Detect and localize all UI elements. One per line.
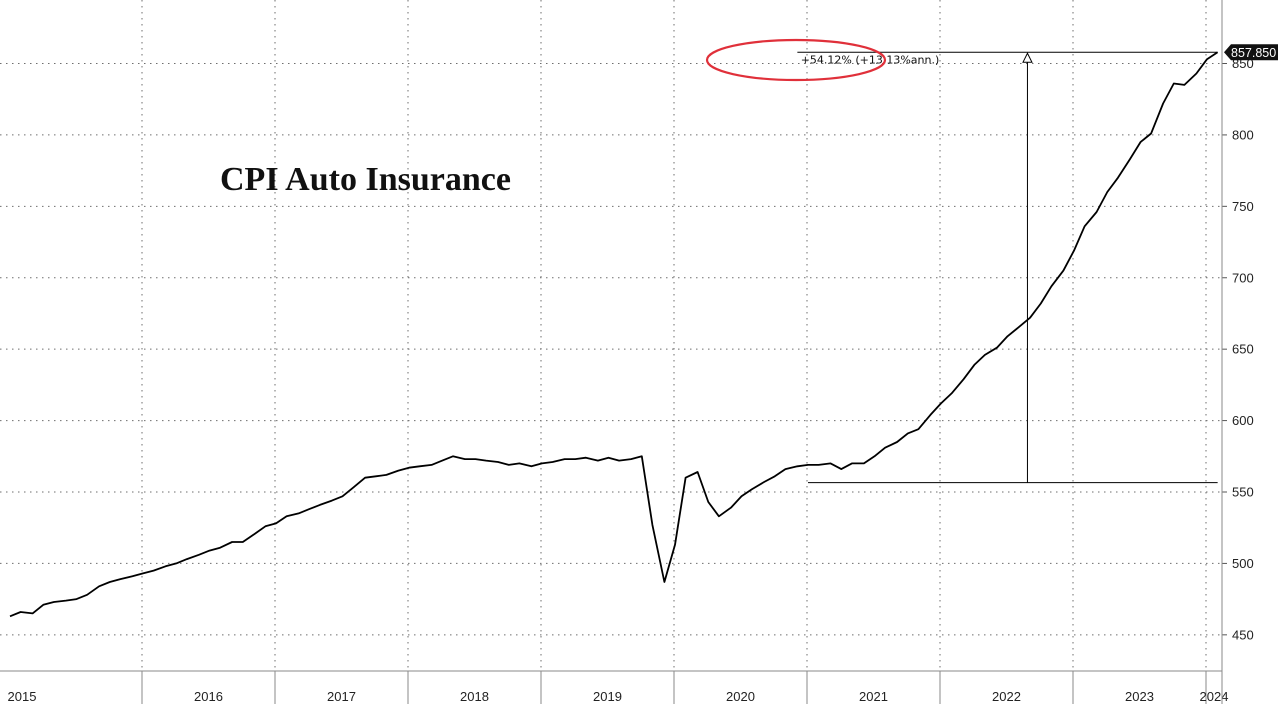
series-line [9, 51, 1219, 618]
xtick-label: 2018 [460, 689, 489, 704]
annotation-layer: +54.12% (+13.13%ann.) [705, 38, 1218, 484]
ytick-label: 800 [1232, 127, 1254, 142]
xtick-label: 2024 [1200, 689, 1229, 704]
xtick-label: 2017 [327, 689, 356, 704]
annotation-highlight-ellipse [705, 38, 887, 82]
ytick-label: 450 [1232, 627, 1254, 642]
xtick-label: 2021 [859, 689, 888, 704]
grid-layer [0, 0, 1222, 671]
ytick-label: 550 [1232, 485, 1254, 500]
last-value-label: 857.850 [1231, 46, 1276, 60]
xtick-label: 2015 [8, 689, 37, 704]
xtick-label: 2023 [1125, 689, 1154, 704]
annotation-text: +54.12% (+13.13%ann.) [801, 53, 940, 66]
series-layer [9, 51, 1219, 618]
ytick-label: 700 [1232, 270, 1254, 285]
ytick-label: 750 [1232, 199, 1254, 214]
badge-layer: 857.850 [1224, 44, 1278, 61]
ytick-label: 650 [1232, 342, 1254, 357]
chart-title: CPI Auto Insurance [220, 161, 511, 198]
last-value-badge [1224, 44, 1278, 61]
xtick-label: 2019 [593, 689, 622, 704]
xtick-label: 2022 [992, 689, 1021, 704]
xtick-label: 2020 [726, 689, 755, 704]
xtick-label: 2016 [194, 689, 223, 704]
ytick-label: 600 [1232, 413, 1254, 428]
annotation-arrow-head [1022, 52, 1033, 63]
ytick-label: 500 [1232, 556, 1254, 571]
